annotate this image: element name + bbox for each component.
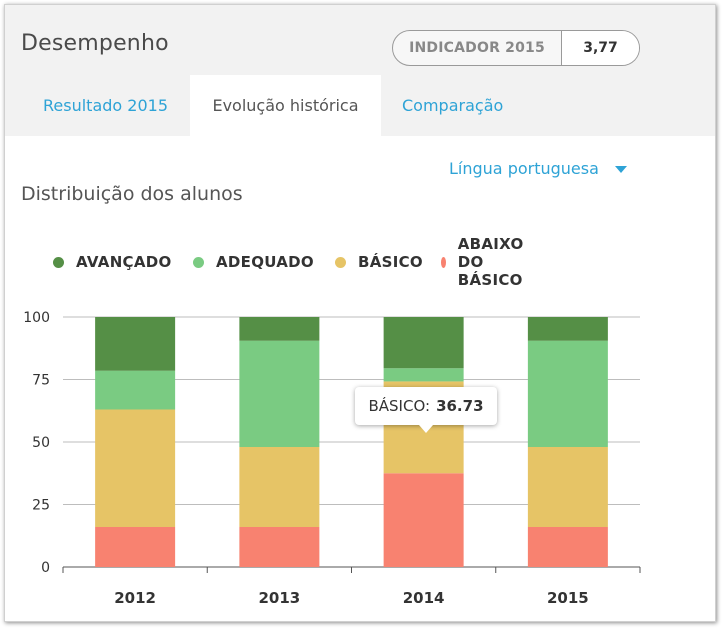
legend-item-basico[interactable]: BÁSICO (335, 252, 423, 272)
legend-item-adequado[interactable]: ADEQUADO (193, 252, 314, 272)
legend-dot-icon (441, 256, 446, 268)
bar-segment[interactable] (527, 527, 608, 567)
y-tick-label: 75 (32, 373, 50, 389)
chart-tooltip: BÁSICO: 36.73 (355, 387, 497, 433)
tab-evolucao-historica[interactable]: Evolução histórica (190, 75, 381, 136)
bar-segment[interactable] (383, 317, 464, 369)
y-tick-label: 25 (32, 498, 50, 514)
legend-dot-icon (53, 256, 64, 268)
panel-header: Desempenho INDICADOR 2015 3,77 Resultado… (5, 5, 715, 136)
page-title: Desempenho (21, 31, 169, 56)
x-tick-label: 2015 (547, 589, 589, 607)
indicator-label: INDICADOR 2015 (393, 31, 562, 65)
tooltip-label: BÁSICO: (368, 397, 431, 415)
bar-segment[interactable] (239, 527, 320, 567)
bar-segment[interactable] (239, 340, 320, 447)
indicator-badge: INDICADOR 2015 3,77 (392, 30, 640, 66)
legend-label: AVANÇADO (76, 253, 172, 271)
bar-segment[interactable] (95, 370, 176, 410)
caret-down-icon (614, 166, 627, 173)
legend-dot-icon (335, 256, 346, 268)
section-title: Distribuição dos alunos (21, 183, 243, 205)
bar-segment[interactable] (95, 317, 176, 371)
legend-label: BÁSICO (358, 253, 423, 271)
legend-label: ABAIXO DO BÁSICO (457, 235, 524, 289)
legend-item-abaixo-do-basico[interactable]: ABAIXO DO BÁSICO (441, 235, 530, 289)
bar-segment[interactable] (527, 447, 608, 527)
performance-panel: Desempenho INDICADOR 2015 3,77 Resultado… (4, 4, 716, 622)
bar-segment[interactable] (239, 317, 320, 341)
bar-segment[interactable] (527, 340, 608, 447)
x-tick-label: 2012 (114, 589, 156, 607)
bar-segment[interactable] (383, 473, 464, 567)
indicator-value: 3,77 (562, 31, 639, 65)
y-tick-label: 0 (41, 560, 50, 576)
tooltip-value: 36.73 (436, 397, 484, 415)
tab-comparacao[interactable]: Comparação (402, 96, 504, 115)
bar-segment[interactable] (95, 527, 176, 567)
stacked-bar-chart: 0 25 50 75 100 2012 2013 2014 2015 (23, 310, 641, 607)
y-tick-label: 50 (32, 435, 50, 451)
legend-dot-icon (193, 256, 204, 268)
bar-segment[interactable] (383, 368, 464, 382)
subject-dropdown-value: Língua portuguesa (449, 159, 599, 178)
bar-segment[interactable] (239, 447, 320, 527)
x-tick-label: 2014 (403, 589, 445, 607)
x-tick-label: 2013 (259, 589, 301, 607)
legend-label: ADEQUADO (216, 253, 314, 271)
subject-dropdown[interactable]: Língua portuguesa (449, 159, 627, 178)
bar-segment[interactable] (527, 317, 608, 341)
tab-resultado-2015[interactable]: Resultado 2015 (43, 96, 168, 115)
legend-item-avancado[interactable]: AVANÇADO (53, 252, 172, 272)
y-tick-label: 100 (23, 310, 50, 326)
bar-segment[interactable] (95, 409, 176, 528)
